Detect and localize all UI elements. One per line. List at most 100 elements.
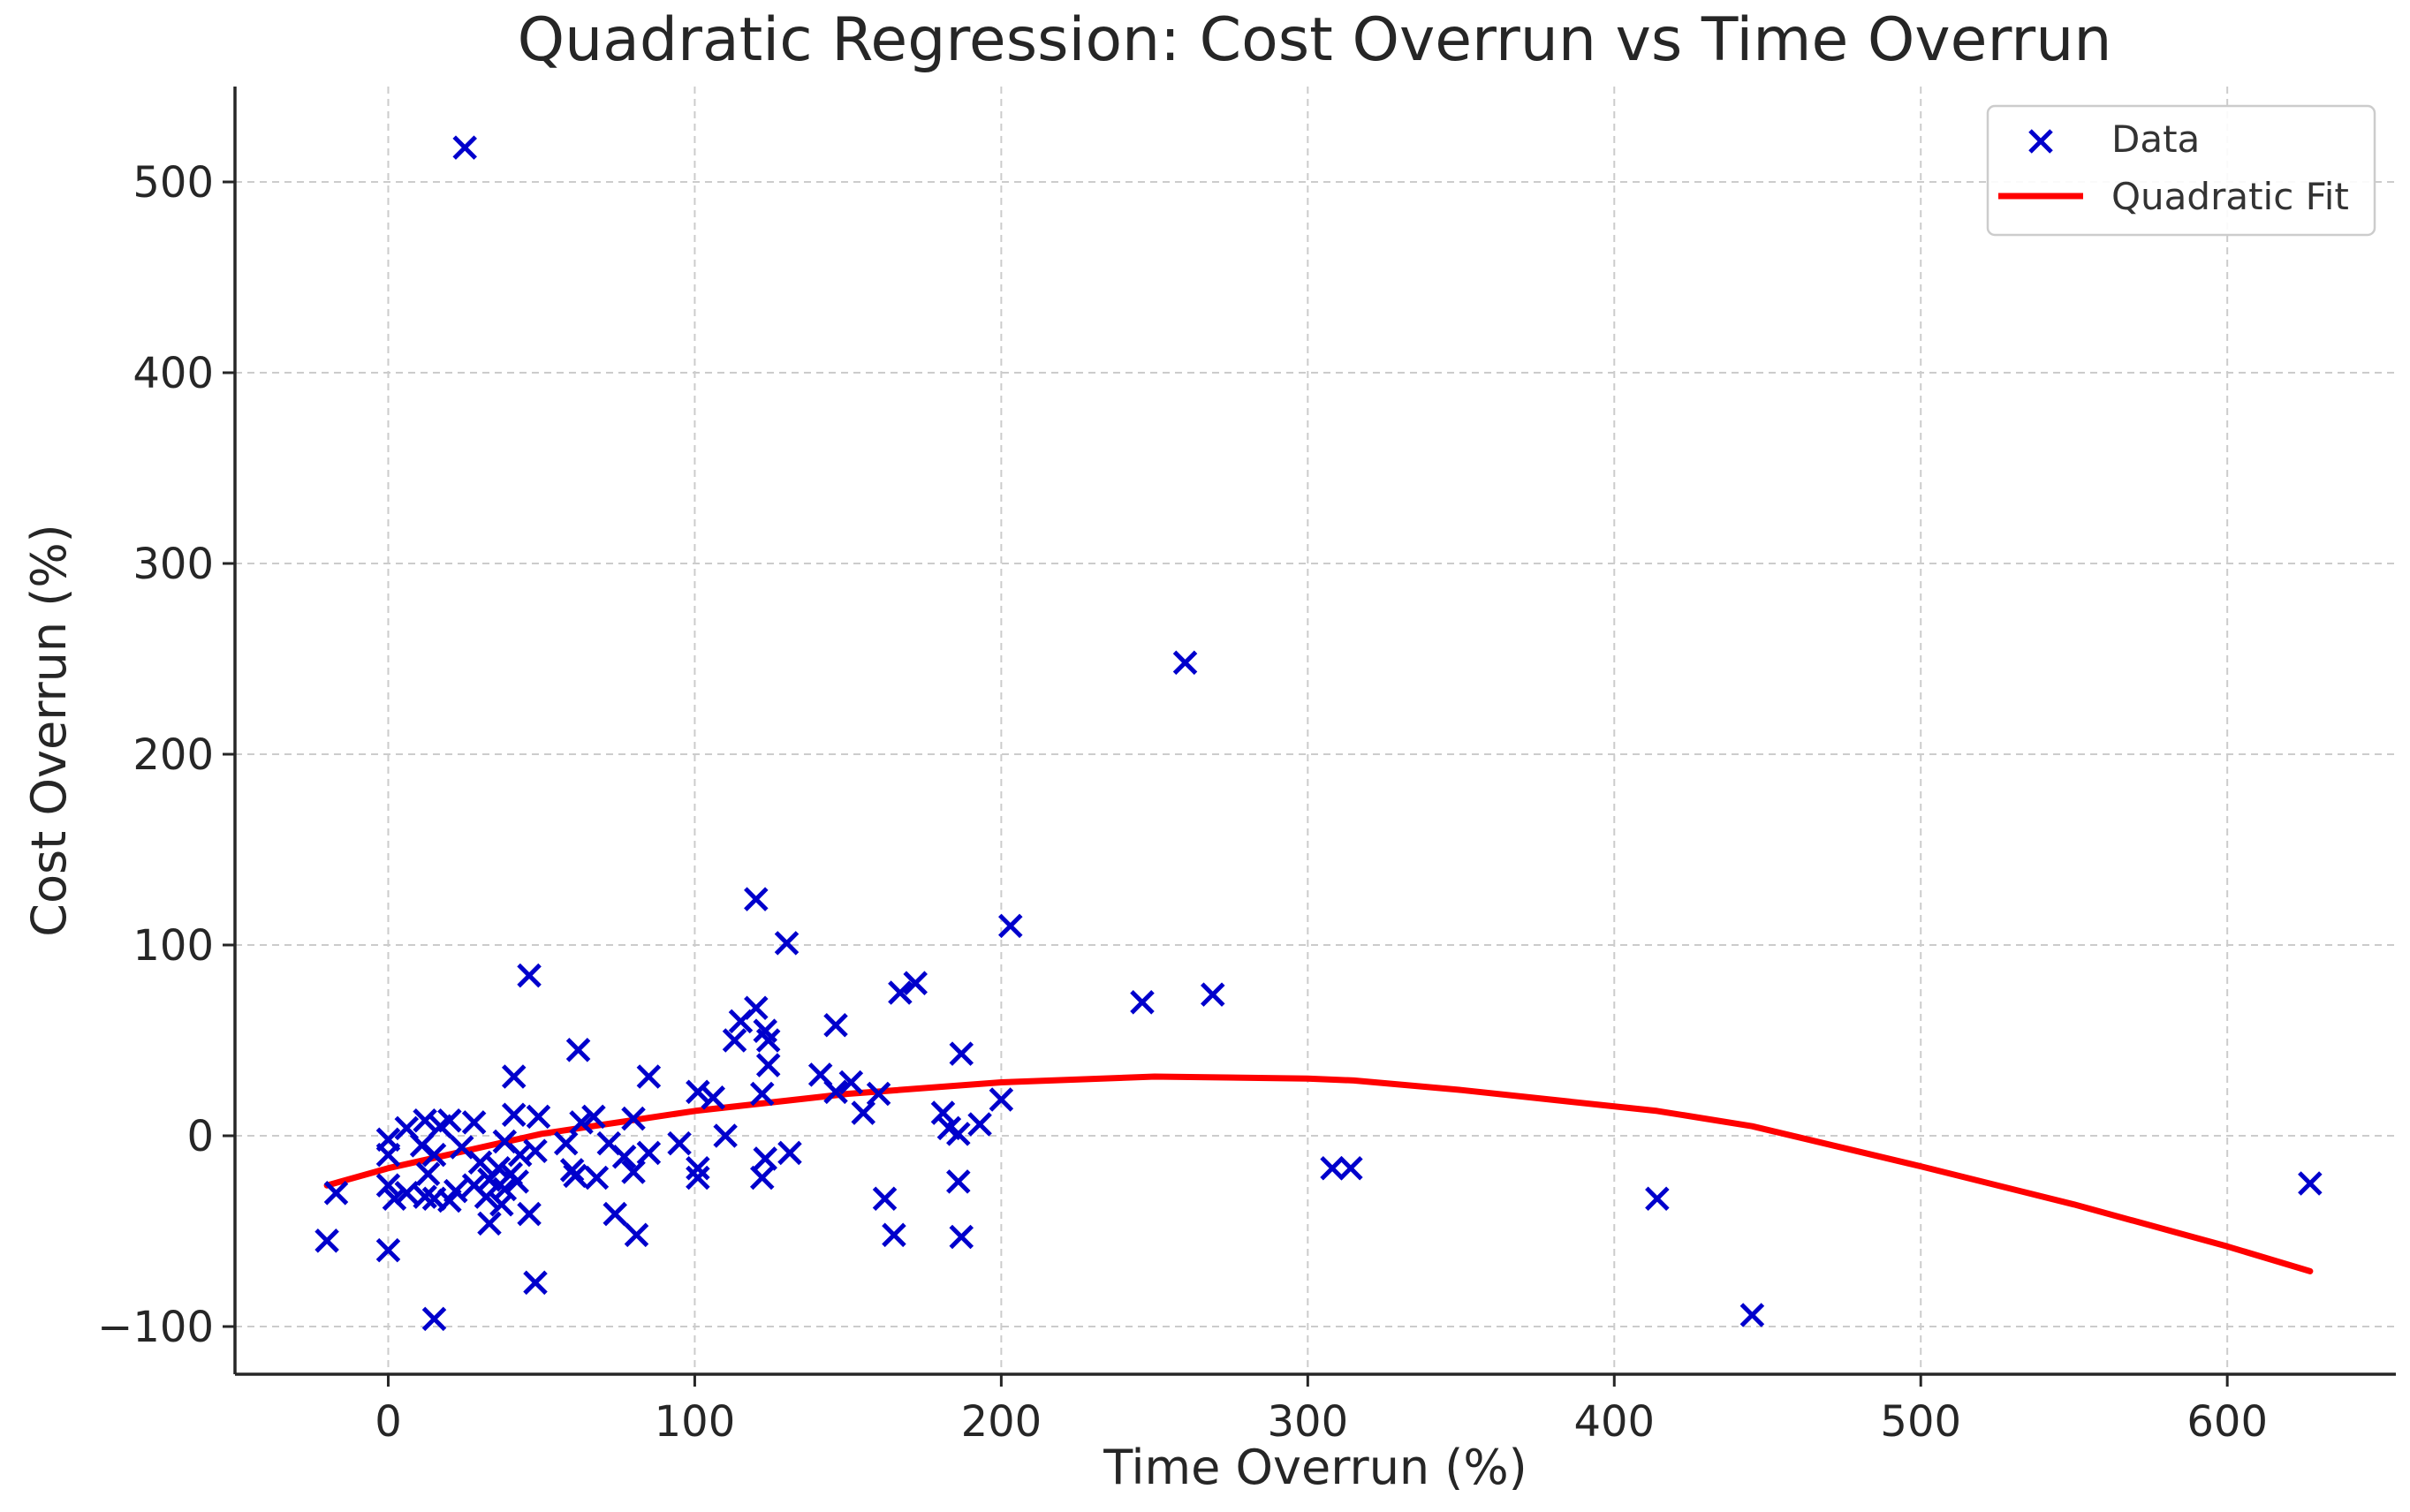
data-point [1201, 982, 1225, 1007]
data-point [428, 1114, 453, 1138]
data-point [553, 1130, 579, 1156]
data-point [375, 1237, 401, 1263]
data-point [749, 1165, 775, 1191]
data-point [415, 1161, 441, 1186]
data-point [413, 1108, 437, 1133]
y-tick-label: 100 [133, 921, 214, 971]
data-point [755, 1053, 781, 1077]
data-point [1320, 1155, 1345, 1181]
data-point [382, 1186, 407, 1212]
y-tick-label: −100 [97, 1303, 214, 1352]
data-point [755, 1028, 781, 1053]
data-point [523, 1270, 548, 1296]
data-point [636, 1064, 662, 1089]
data-point [989, 1087, 1014, 1112]
data-point [722, 1028, 747, 1053]
data-point [686, 1079, 710, 1105]
data-point [611, 1144, 637, 1169]
legend-fit-label: Quadratic Fit [2111, 175, 2349, 218]
data-point [501, 1064, 527, 1089]
data-point [581, 1104, 606, 1130]
data-point [903, 971, 928, 995]
data-point [523, 1138, 548, 1164]
data-point [749, 1081, 775, 1107]
data-point [461, 1110, 487, 1135]
data-point [517, 963, 542, 988]
data-point [2298, 1171, 2323, 1196]
data-point [946, 1122, 971, 1146]
data-point [421, 1142, 447, 1168]
data-point [888, 980, 913, 1005]
legend-data-marker [2028, 129, 2053, 154]
data-point [866, 1081, 891, 1107]
data-point [421, 1306, 447, 1332]
data-point [501, 1102, 527, 1128]
data-point [375, 1142, 401, 1168]
x-axis-label: Time Overrun (%) [1103, 1440, 1527, 1495]
data-point [489, 1191, 514, 1217]
data-point [998, 913, 1023, 939]
data-point [504, 1169, 529, 1194]
data-point [507, 1142, 533, 1168]
x-tick-label: 300 [1268, 1397, 1349, 1447]
data-point [449, 1135, 474, 1160]
data-point [526, 1104, 551, 1130]
data-point [1338, 1155, 1363, 1181]
x-tick-label: 600 [2186, 1397, 2268, 1447]
data-point [474, 1184, 499, 1209]
data-point [838, 1070, 864, 1095]
y-axis-label: Cost Overrun (%) [21, 524, 77, 936]
x-tick-label: 400 [1573, 1397, 1655, 1447]
y-tick-label: 500 [133, 158, 214, 208]
data-point [686, 1155, 710, 1181]
y-tick-label: 0 [186, 1112, 214, 1161]
data-point [467, 1150, 493, 1176]
data-point [394, 1181, 420, 1206]
data-point [949, 1224, 974, 1250]
chart-title: Quadratic Regression: Cost Overrun vs Ti… [518, 5, 2112, 75]
data-point [375, 1173, 401, 1198]
data-point [713, 1123, 738, 1148]
data-point [636, 1140, 662, 1166]
y-axis-ticks: −100 0 100 200 300 400 500 [97, 158, 235, 1352]
data-point [823, 1012, 848, 1038]
data-point [621, 1106, 646, 1131]
data-point [565, 1038, 591, 1062]
grid [235, 87, 2396, 1374]
legend-data-x-marker [2028, 129, 2053, 154]
data-point [1739, 1303, 1765, 1327]
data-point [517, 1201, 542, 1227]
data-point [315, 1228, 339, 1253]
axes [233, 87, 2396, 1376]
data-point [686, 1165, 710, 1191]
data-point [728, 1009, 754, 1034]
data-point [621, 1160, 646, 1184]
data-point [452, 135, 477, 160]
y-tick-label: 400 [133, 349, 214, 398]
data-point [323, 1181, 349, 1206]
data-point [701, 1085, 726, 1110]
data-point [744, 887, 769, 911]
data-point [882, 1222, 906, 1248]
legend-box [1986, 104, 2376, 237]
x-tick-label: 100 [655, 1397, 736, 1447]
data-point [967, 1112, 992, 1137]
data-point [1172, 650, 1198, 676]
x-tick-label: 500 [1880, 1397, 1961, 1447]
data-point [624, 1222, 649, 1248]
legend: Data Quadratic Fit [1986, 104, 2376, 237]
data-point [563, 1163, 587, 1189]
data-point [774, 931, 800, 956]
data-point [872, 1186, 898, 1212]
data-point [1645, 1186, 1670, 1212]
data-point [753, 1146, 777, 1171]
data-point [777, 1140, 802, 1166]
x-tick-label: 200 [961, 1397, 1042, 1447]
data-point [1130, 990, 1155, 1015]
data-point [667, 1130, 692, 1156]
data-point [477, 1211, 502, 1236]
data-point [946, 1169, 971, 1194]
fit-series [323, 1073, 2314, 1274]
data-point [569, 1110, 594, 1135]
